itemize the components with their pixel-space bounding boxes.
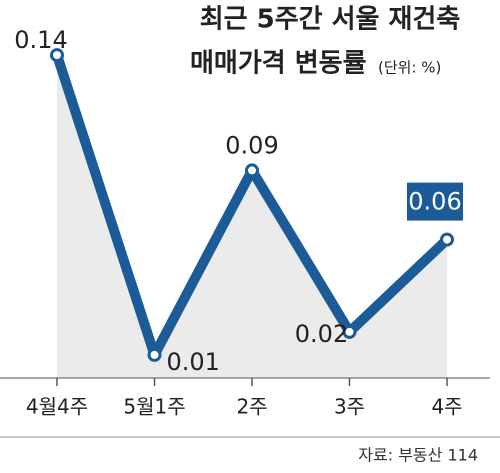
data-label: 0.06 xyxy=(408,188,461,216)
unit-label: (단위: %) xyxy=(378,59,441,77)
marker xyxy=(50,48,64,63)
data-label: 0.09 xyxy=(225,131,278,159)
data-label: 0.01 xyxy=(167,348,220,376)
label-box xyxy=(407,182,463,221)
chart-title: 최근 5주간 서울 재건축 xyxy=(200,5,461,35)
x-tick-label: 4월4주 xyxy=(26,395,88,419)
x-tick-label: 5월1주 xyxy=(123,395,185,419)
area xyxy=(57,55,447,379)
source: 자료: 부동산 114 xyxy=(358,446,478,465)
x-tick-label: 3주 xyxy=(334,395,365,419)
data-label: 0.14 xyxy=(14,26,67,54)
marker xyxy=(245,163,259,178)
chart-title: 매매가격 변동률 xyxy=(190,49,367,79)
data-label: 0.02 xyxy=(295,320,348,348)
marker xyxy=(342,324,357,339)
x-tick-label: 4주 xyxy=(431,395,462,419)
marker xyxy=(440,232,454,247)
marker xyxy=(147,347,162,362)
x-tick-label: 2주 xyxy=(236,395,267,419)
plot-area: 4월4주 5월1주 2주 3주 4주 0.14 0.01 0.09 0.02 0.06 xyxy=(0,26,490,419)
